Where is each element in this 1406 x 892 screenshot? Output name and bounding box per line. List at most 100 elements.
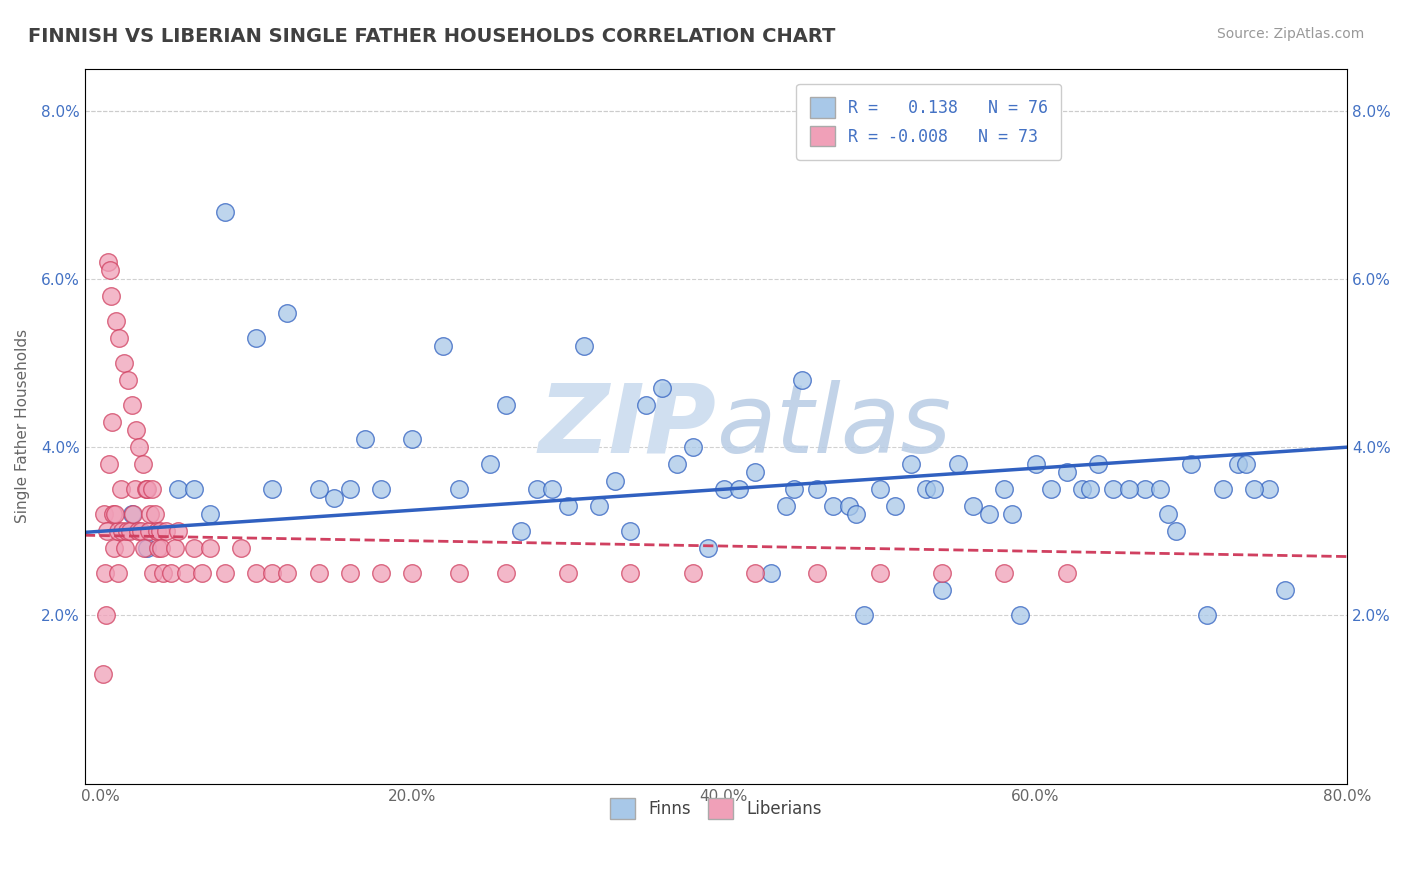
- Point: [619, 566, 641, 581]
- Point: [884, 499, 907, 513]
- Point: [214, 204, 236, 219]
- Point: [775, 499, 797, 513]
- Legend: Finns, Liberians: Finns, Liberians: [603, 792, 828, 825]
- Point: [103, 541, 125, 556]
- Point: [101, 415, 124, 429]
- Point: [339, 566, 361, 581]
- Point: [1195, 608, 1218, 623]
- Point: [152, 566, 174, 581]
- Point: [682, 440, 704, 454]
- Point: [96, 524, 118, 539]
- Point: [97, 255, 120, 269]
- Point: [145, 524, 167, 539]
- Point: [308, 566, 330, 581]
- Point: [198, 508, 221, 522]
- Point: [1008, 608, 1031, 623]
- Point: [370, 482, 392, 496]
- Point: [136, 541, 159, 556]
- Point: [557, 499, 579, 513]
- Point: [869, 482, 891, 496]
- Point: [931, 583, 953, 598]
- Point: [1212, 482, 1234, 496]
- Point: [1133, 482, 1156, 496]
- Point: [744, 566, 766, 581]
- Point: [131, 457, 153, 471]
- Point: [91, 667, 114, 681]
- Point: [728, 482, 751, 496]
- Point: [1258, 482, 1281, 496]
- Point: [111, 524, 134, 539]
- Point: [149, 524, 172, 539]
- Point: [190, 566, 212, 581]
- Point: [1087, 457, 1109, 471]
- Point: [98, 457, 121, 471]
- Point: [1180, 457, 1202, 471]
- Point: [783, 482, 806, 496]
- Point: [308, 482, 330, 496]
- Point: [713, 482, 735, 496]
- Point: [136, 482, 159, 496]
- Point: [260, 566, 283, 581]
- Point: [110, 482, 132, 496]
- Point: [1164, 524, 1187, 539]
- Point: [845, 508, 868, 522]
- Point: [138, 524, 160, 539]
- Point: [129, 524, 152, 539]
- Point: [167, 482, 190, 496]
- Point: [105, 314, 128, 328]
- Point: [838, 499, 860, 513]
- Point: [1056, 566, 1078, 581]
- Point: [977, 508, 1000, 522]
- Point: [124, 482, 146, 496]
- Point: [821, 499, 844, 513]
- Point: [1078, 482, 1101, 496]
- Point: [183, 482, 205, 496]
- Point: [697, 541, 720, 556]
- Point: [744, 466, 766, 480]
- Point: [118, 524, 141, 539]
- Point: [1157, 508, 1180, 522]
- Point: [127, 524, 149, 539]
- Point: [495, 398, 517, 412]
- Point: [107, 566, 129, 581]
- Point: [432, 339, 454, 353]
- Point: [107, 524, 129, 539]
- Point: [479, 457, 502, 471]
- Point: [806, 482, 828, 496]
- Point: [121, 508, 143, 522]
- Point: [101, 508, 124, 522]
- Point: [1274, 583, 1296, 598]
- Point: [401, 432, 423, 446]
- Point: [117, 373, 139, 387]
- Point: [112, 356, 135, 370]
- Point: [1102, 482, 1125, 496]
- Point: [174, 566, 197, 581]
- Point: [142, 566, 165, 581]
- Point: [93, 508, 115, 522]
- Point: [1234, 457, 1257, 471]
- Point: [150, 541, 173, 556]
- Point: [245, 566, 267, 581]
- Point: [104, 508, 127, 522]
- Text: ZIP: ZIP: [538, 380, 716, 473]
- Point: [588, 499, 610, 513]
- Point: [993, 566, 1015, 581]
- Point: [108, 331, 131, 345]
- Point: [135, 482, 157, 496]
- Point: [650, 381, 672, 395]
- Point: [167, 524, 190, 539]
- Point: [121, 398, 143, 412]
- Point: [1040, 482, 1063, 496]
- Point: [198, 541, 221, 556]
- Text: FINNISH VS LIBERIAN SINGLE FATHER HOUSEHOLDS CORRELATION CHART: FINNISH VS LIBERIAN SINGLE FATHER HOUSEH…: [28, 27, 835, 45]
- Point: [1071, 482, 1094, 496]
- Point: [666, 457, 689, 471]
- Point: [495, 566, 517, 581]
- Point: [790, 373, 813, 387]
- Point: [572, 339, 595, 353]
- Point: [276, 566, 298, 581]
- Point: [115, 524, 138, 539]
- Point: [962, 499, 984, 513]
- Point: [155, 524, 177, 539]
- Point: [1001, 508, 1024, 522]
